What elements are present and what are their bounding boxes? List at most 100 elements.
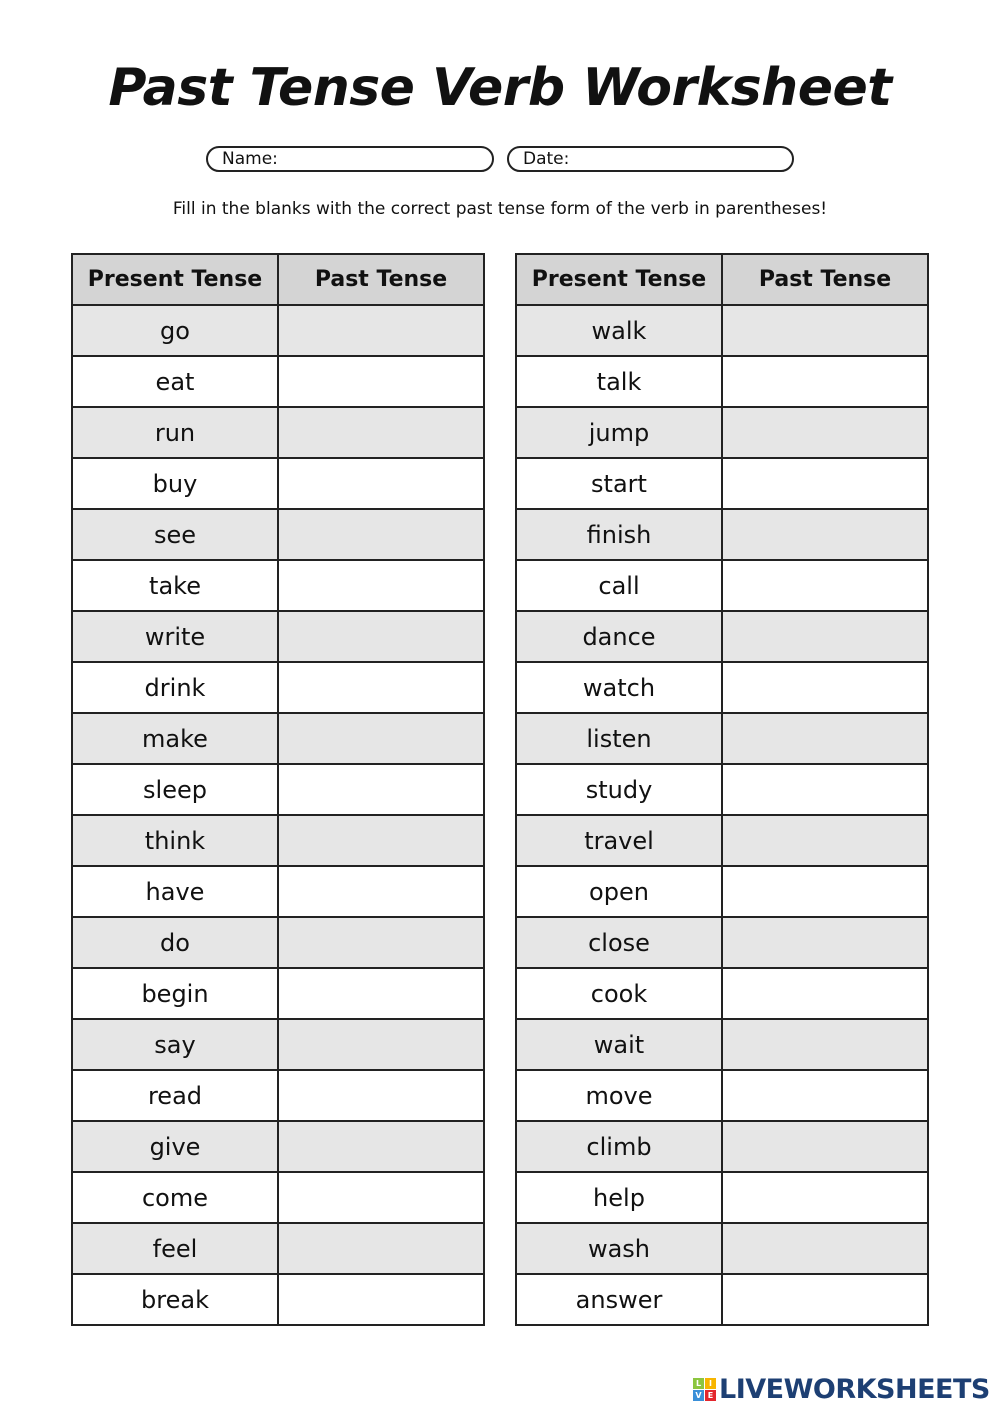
present-tense-verb: do <box>71 916 279 969</box>
table-row: say <box>71 1018 485 1071</box>
name-field[interactable]: Name: <box>206 146 494 172</box>
present-tense-verb: wash <box>515 1222 723 1275</box>
present-tense-verb: break <box>71 1273 279 1326</box>
table-row: give <box>71 1120 485 1173</box>
verb-table-right: Present Tense Past Tense walk talk jump sta… <box>515 253 929 1326</box>
past-tense-answer-blank[interactable] <box>721 661 929 714</box>
table-row: jump <box>515 406 929 459</box>
present-tense-verb: see <box>71 508 279 561</box>
present-tense-verb: read <box>71 1069 279 1122</box>
present-tense-verb: wait <box>515 1018 723 1071</box>
past-tense-answer-blank[interactable] <box>721 763 929 816</box>
table-row: do <box>71 916 485 969</box>
past-tense-answer-blank[interactable] <box>277 406 485 459</box>
present-tense-verb: think <box>71 814 279 867</box>
table-row: drink <box>71 661 485 714</box>
worksheet-title: Past Tense Verb Worksheet <box>108 58 892 118</box>
past-tense-answer-blank[interactable] <box>721 967 929 1020</box>
past-tense-answer-blank[interactable] <box>721 1018 929 1071</box>
present-tense-verb: write <box>71 610 279 663</box>
header-present-tense: Present Tense <box>515 253 723 306</box>
present-tense-verb: talk <box>515 355 723 408</box>
past-tense-answer-blank[interactable] <box>277 916 485 969</box>
past-tense-answer-blank[interactable] <box>277 814 485 867</box>
past-tense-answer-blank[interactable] <box>277 355 485 408</box>
past-tense-answer-blank[interactable] <box>721 508 929 561</box>
past-tense-answer-blank[interactable] <box>277 865 485 918</box>
table-row: have <box>71 865 485 918</box>
past-tense-answer-blank[interactable] <box>277 1171 485 1224</box>
past-tense-answer-blank[interactable] <box>721 304 929 357</box>
past-tense-answer-blank[interactable] <box>721 865 929 918</box>
present-tense-verb: open <box>515 865 723 918</box>
table-row: study <box>515 763 929 816</box>
past-tense-answer-blank[interactable] <box>721 916 929 969</box>
past-tense-answer-blank[interactable] <box>277 304 485 357</box>
present-tense-verb: jump <box>515 406 723 459</box>
past-tense-answer-blank[interactable] <box>721 1120 929 1173</box>
present-tense-verb: drink <box>71 661 279 714</box>
table-row: climb <box>515 1120 929 1173</box>
past-tense-answer-blank[interactable] <box>721 1069 929 1122</box>
past-tense-answer-blank[interactable] <box>721 1222 929 1275</box>
present-tense-verb: study <box>515 763 723 816</box>
table-row: finish <box>515 508 929 561</box>
past-tense-answer-blank[interactable] <box>721 355 929 408</box>
present-tense-verb: begin <box>71 967 279 1020</box>
past-tense-answer-blank[interactable] <box>277 457 485 510</box>
header-present-tense: Present Tense <box>71 253 279 306</box>
past-tense-answer-blank[interactable] <box>721 559 929 612</box>
present-tense-verb: walk <box>515 304 723 357</box>
table-row: move <box>515 1069 929 1122</box>
table-row: help <box>515 1171 929 1224</box>
instructions: Fill in the blanks with the correct past… <box>172 199 828 219</box>
present-tense-verb: feel <box>71 1222 279 1275</box>
present-tense-verb: run <box>71 406 279 459</box>
present-tense-verb: dance <box>515 610 723 663</box>
past-tense-answer-blank[interactable] <box>277 712 485 765</box>
verb-table-left: Present Tense Past Tense go eat run buy see t… <box>71 253 485 1326</box>
present-tense-verb: close <box>515 916 723 969</box>
table-row: wait <box>515 1018 929 1071</box>
present-tense-verb: help <box>515 1171 723 1224</box>
past-tense-answer-blank[interactable] <box>277 1222 485 1275</box>
table-row: break <box>71 1273 485 1326</box>
present-tense-verb: have <box>71 865 279 918</box>
date-label: Date: <box>523 149 570 169</box>
present-tense-verb: sleep <box>71 763 279 816</box>
past-tense-answer-blank[interactable] <box>277 1273 485 1326</box>
present-tense-verb: watch <box>515 661 723 714</box>
liveworksheets-logo: L I V E LIVEWORKSHEETS <box>693 1374 990 1405</box>
present-tense-verb: cook <box>515 967 723 1020</box>
table-row: come <box>71 1171 485 1224</box>
past-tense-answer-blank[interactable] <box>721 406 929 459</box>
date-field[interactable]: Date: <box>507 146 794 172</box>
logo-text: LIVEWORKSHEETS <box>719 1374 990 1405</box>
table-row: close <box>515 916 929 969</box>
past-tense-answer-blank[interactable] <box>277 967 485 1020</box>
present-tense-verb: eat <box>71 355 279 408</box>
table-row: buy <box>71 457 485 510</box>
past-tense-answer-blank[interactable] <box>277 508 485 561</box>
header-past-tense: Past Tense <box>277 253 485 306</box>
past-tense-answer-blank[interactable] <box>277 763 485 816</box>
past-tense-answer-blank[interactable] <box>277 1069 485 1122</box>
present-tense-verb: go <box>71 304 279 357</box>
logo-blocks-icon: L I V E <box>693 1378 716 1401</box>
table-row: see <box>71 508 485 561</box>
past-tense-answer-blank[interactable] <box>277 610 485 663</box>
past-tense-answer-blank[interactable] <box>277 661 485 714</box>
past-tense-answer-blank[interactable] <box>721 610 929 663</box>
table-row: watch <box>515 661 929 714</box>
table-row: read <box>71 1069 485 1122</box>
past-tense-answer-blank[interactable] <box>277 1120 485 1173</box>
table-row: listen <box>515 712 929 765</box>
past-tense-answer-blank[interactable] <box>721 457 929 510</box>
past-tense-answer-blank[interactable] <box>721 1273 929 1326</box>
past-tense-answer-blank[interactable] <box>721 1171 929 1224</box>
past-tense-answer-blank[interactable] <box>721 814 929 867</box>
past-tense-answer-blank[interactable] <box>277 1018 485 1071</box>
table-row: travel <box>515 814 929 867</box>
past-tense-answer-blank[interactable] <box>721 712 929 765</box>
past-tense-answer-blank[interactable] <box>277 559 485 612</box>
